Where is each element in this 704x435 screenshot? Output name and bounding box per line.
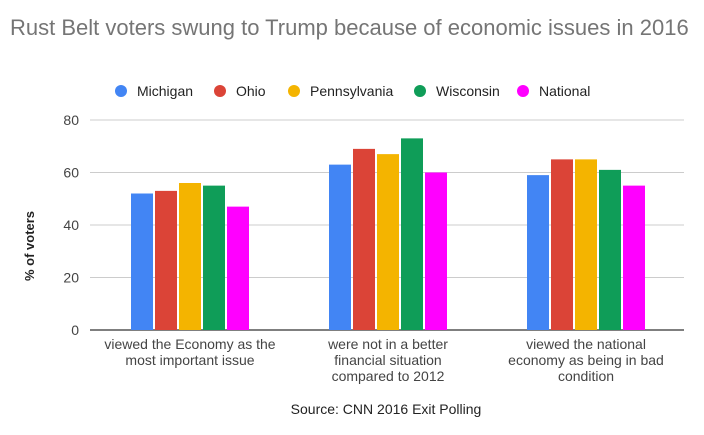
y-tick-label: 20 (63, 270, 79, 286)
y-axis-ticks: 0 20 40 60 80 (63, 112, 79, 338)
x-category-label: financial situation (334, 352, 441, 368)
legend-swatch (288, 85, 300, 97)
legend-entry: Wisconsin (436, 83, 500, 99)
x-category-label: most important issue (125, 352, 254, 368)
legend-entry: Ohio (236, 83, 266, 99)
x-category-label: economy as being in bad (508, 352, 664, 368)
bar (527, 175, 549, 330)
y-tick-label: 0 (71, 322, 79, 338)
x-category-label: compared to 2012 (332, 368, 445, 384)
legend-entry: Pennsylvania (310, 83, 393, 99)
chart-title: Rust Belt voters swung to Trump because … (10, 15, 689, 40)
x-category-label: condition (558, 368, 614, 384)
y-axis-label: % of voters (22, 211, 37, 281)
x-category-label: viewed the national (526, 336, 646, 352)
bar (179, 183, 201, 330)
legend-swatch (214, 85, 226, 97)
x-category-label: were not in a better (327, 336, 448, 352)
y-tick-label: 60 (63, 165, 79, 181)
x-category-label: viewed the Economy as the (104, 336, 275, 352)
legend-swatch (115, 85, 127, 97)
bar (623, 185, 645, 330)
bar (155, 190, 177, 330)
bar (227, 206, 249, 330)
bar (203, 185, 225, 330)
legend-swatch (517, 85, 529, 97)
y-tick-label: 40 (63, 217, 79, 233)
bar (377, 154, 399, 330)
bar (425, 172, 447, 330)
bar (131, 193, 153, 330)
bar (353, 148, 375, 330)
legend-entry: National (539, 83, 590, 99)
source-note: Source: CNN 2016 Exit Polling (291, 401, 482, 417)
bar (575, 159, 597, 330)
bar (551, 159, 573, 330)
legend-entry: Michigan (137, 83, 193, 99)
bar (599, 169, 621, 330)
bar (401, 138, 423, 330)
legend-swatch (414, 85, 426, 97)
bar (329, 164, 351, 330)
legend: Michigan Ohio Pennsylvania Wisconsin Nationa… (115, 83, 590, 99)
y-tick-label: 80 (63, 112, 79, 128)
bars (131, 138, 645, 330)
